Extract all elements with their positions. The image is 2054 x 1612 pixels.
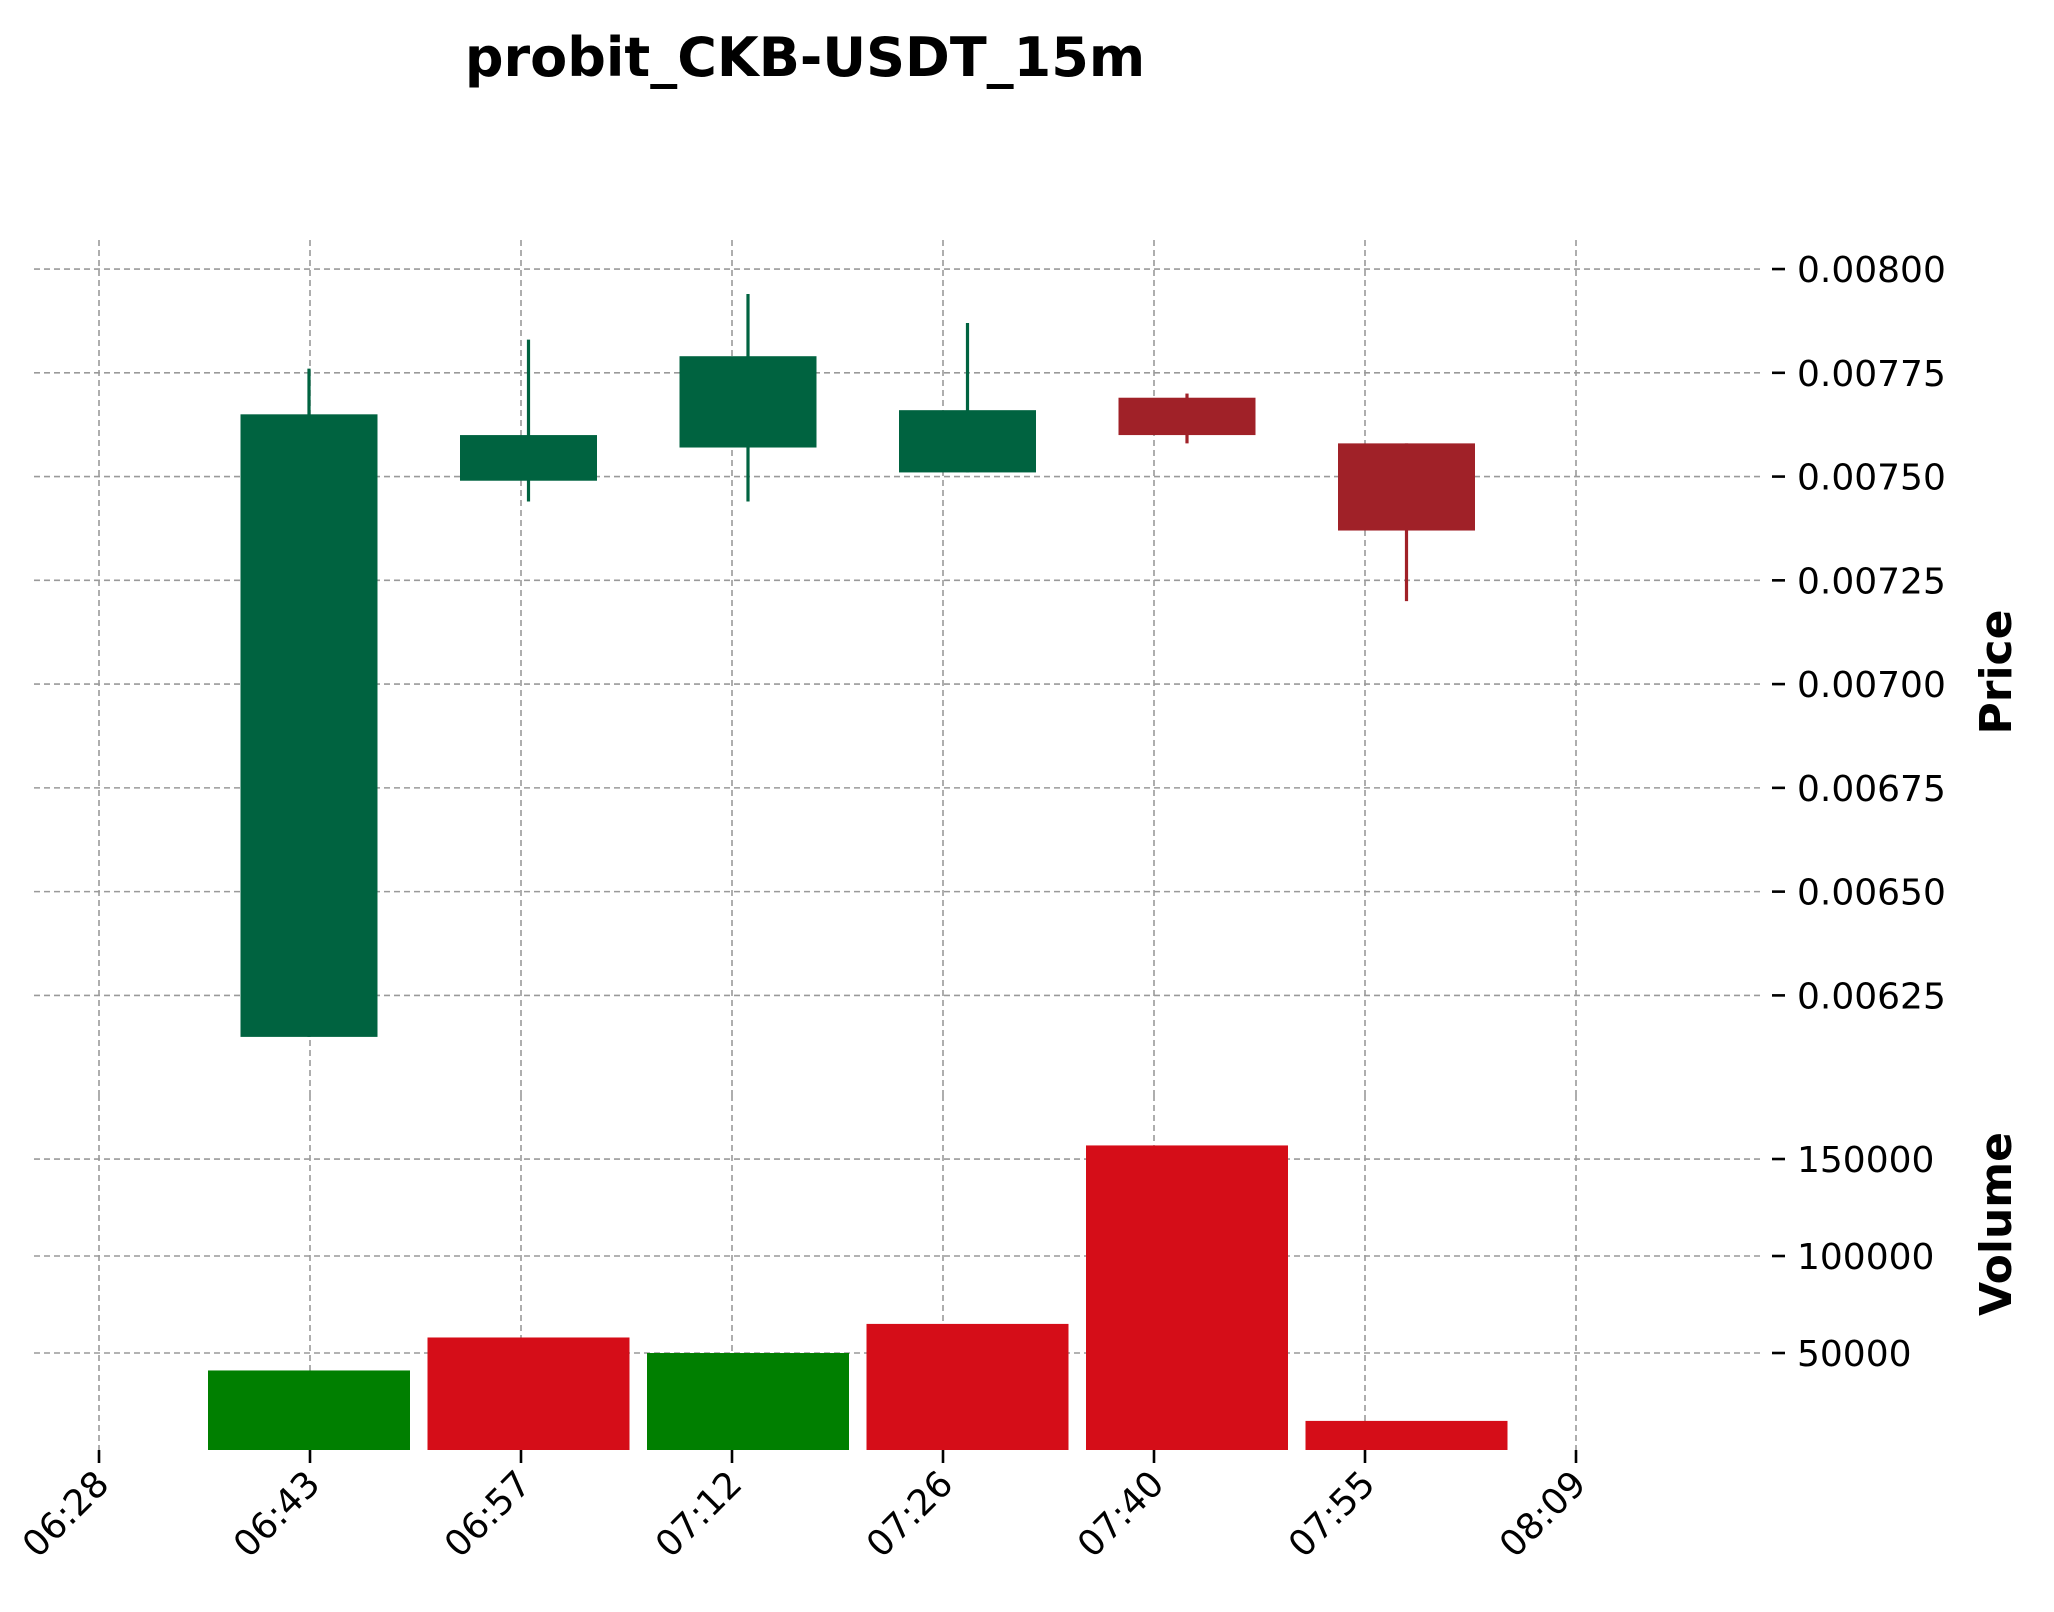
time-tick-label: 07:12 [648, 1463, 750, 1565]
candles [240, 293, 1475, 1037]
candle-body [460, 435, 597, 481]
time-tick-label: 06:43 [226, 1463, 328, 1565]
volume-bars [208, 1145, 1508, 1450]
price-axis-label: Price [1971, 610, 2022, 735]
candle-body [1118, 397, 1256, 436]
volume-bar [866, 1323, 1069, 1450]
price-tick-label: 0.00775 [1797, 354, 1946, 395]
candle-body [899, 410, 1036, 473]
price-tick-label: 0.00800 [1797, 250, 1946, 291]
time-tick-label: 07:26 [859, 1463, 961, 1565]
candle-body [1338, 443, 1475, 531]
chart-title: probit_CKB-USDT_15m [465, 26, 1145, 89]
candle-body [679, 356, 817, 448]
price-tick-label: 0.00625 [1797, 976, 1946, 1017]
volume-tick-label: 100000 [1797, 1237, 1934, 1278]
price-tick-label: 0.00750 [1797, 458, 1946, 499]
price-tick-label: 0.00675 [1797, 769, 1946, 810]
volume-bar [208, 1370, 410, 1450]
candle-body [240, 414, 378, 1037]
time-tick-label: 06:28 [15, 1463, 117, 1565]
volume-bar [1086, 1145, 1288, 1450]
price-tick-label: 0.00700 [1797, 665, 1946, 706]
volume-tick-label: 150000 [1797, 1140, 1934, 1181]
time-tick-label: 07:40 [1070, 1463, 1172, 1565]
time-tick-label: 08:09 [1492, 1463, 1594, 1565]
time-axis: 06:28 06:43 06:57 07:12 07:26 07:40 07:55 08:09 [15, 1450, 1594, 1566]
volume-axis-label: Volume [1971, 1132, 2022, 1316]
price-axis: 0.00800 0.00775 0.00750 0.00725 0.00700 0.006… [1772, 250, 1946, 1017]
volume-bar [647, 1353, 849, 1450]
price-tick-label: 0.00725 [1797, 561, 1946, 602]
volume-axis: 150000 100000 50000 [1772, 1140, 1934, 1375]
price-tick-label: 0.00650 [1797, 873, 1946, 914]
volume-tick-label: 50000 [1797, 1334, 1912, 1375]
volume-bar [427, 1337, 630, 1450]
time-tick-label: 07:55 [1281, 1463, 1383, 1565]
time-tick-label: 06:57 [437, 1463, 539, 1565]
volume-bar [1305, 1420, 1508, 1450]
